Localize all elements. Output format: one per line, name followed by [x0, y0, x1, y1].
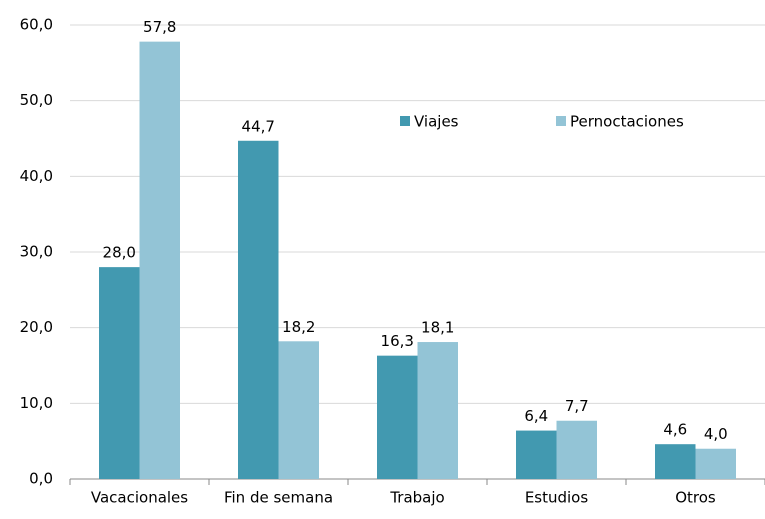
- x-tick-label: Vacacionales: [91, 489, 188, 507]
- value-label: 28,0: [103, 244, 136, 262]
- bar: [417, 342, 458, 479]
- x-tick-label: Otros: [675, 489, 716, 507]
- bar: [655, 444, 696, 479]
- bar: [556, 420, 597, 479]
- value-label: 4,0: [704, 425, 728, 443]
- bar: [238, 140, 279, 479]
- x-tick-label: Estudios: [525, 489, 589, 507]
- y-tick-label: 50,0: [20, 91, 53, 109]
- value-label: 4,6: [663, 421, 687, 439]
- y-tick-label: 30,0: [20, 243, 53, 261]
- y-tick-label: 10,0: [20, 394, 53, 412]
- y-tick-label: 40,0: [20, 167, 53, 185]
- x-tick-label: Fin de semana: [224, 489, 333, 507]
- y-tick-label: 60,0: [20, 16, 53, 34]
- x-tick-label: Trabajo: [389, 489, 444, 507]
- value-label: 7,7: [565, 397, 589, 415]
- legend-label: Pernoctaciones: [570, 113, 684, 131]
- value-label: 18,2: [282, 318, 315, 336]
- bar: [695, 448, 736, 479]
- value-label: 44,7: [242, 117, 275, 135]
- value-label: 16,3: [381, 332, 414, 350]
- value-label: 18,1: [421, 319, 454, 337]
- y-tick-label: 0,0: [29, 470, 53, 488]
- bar: [516, 430, 557, 479]
- bar: [377, 355, 418, 479]
- value-label: 6,4: [524, 407, 548, 425]
- value-label: 57,8: [143, 18, 176, 36]
- bar: [99, 267, 140, 479]
- bar: [278, 341, 319, 479]
- legend-swatch: [556, 116, 566, 126]
- legend-swatch: [400, 116, 410, 126]
- bar: [139, 41, 180, 479]
- y-tick-label: 20,0: [20, 318, 53, 336]
- legend-label: Viajes: [414, 113, 459, 131]
